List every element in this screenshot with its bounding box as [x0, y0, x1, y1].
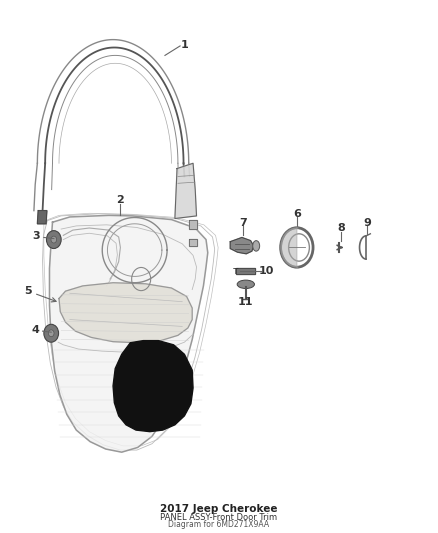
- Polygon shape: [49, 215, 208, 452]
- Ellipse shape: [237, 280, 254, 288]
- Text: т: т: [233, 266, 238, 276]
- Text: 11: 11: [238, 297, 254, 306]
- Text: 5: 5: [24, 286, 32, 296]
- Circle shape: [49, 330, 54, 337]
- Text: 2017 Jeep Cherokee: 2017 Jeep Cherokee: [160, 504, 278, 514]
- Polygon shape: [189, 239, 197, 246]
- Polygon shape: [37, 211, 47, 224]
- Polygon shape: [59, 282, 192, 343]
- Polygon shape: [236, 268, 255, 274]
- Text: 3: 3: [33, 231, 40, 241]
- Polygon shape: [189, 220, 197, 229]
- Ellipse shape: [253, 240, 260, 251]
- Text: 4: 4: [31, 325, 39, 335]
- Polygon shape: [113, 341, 193, 432]
- Text: Diagram for 6MD271X9AA: Diagram for 6MD271X9AA: [169, 520, 269, 529]
- Text: PANEL ASSY-Front Door Trim: PANEL ASSY-Front Door Trim: [160, 513, 278, 522]
- Circle shape: [46, 231, 61, 248]
- Polygon shape: [175, 163, 197, 219]
- Text: 9: 9: [363, 218, 371, 228]
- Text: 10: 10: [259, 266, 274, 276]
- Circle shape: [44, 324, 59, 342]
- Text: 7: 7: [239, 218, 247, 228]
- Polygon shape: [281, 228, 298, 267]
- Text: 8: 8: [338, 223, 345, 233]
- Text: 1: 1: [180, 40, 188, 50]
- Circle shape: [51, 236, 57, 243]
- Text: 6: 6: [293, 209, 301, 219]
- Polygon shape: [230, 238, 254, 254]
- Text: 2: 2: [116, 195, 124, 205]
